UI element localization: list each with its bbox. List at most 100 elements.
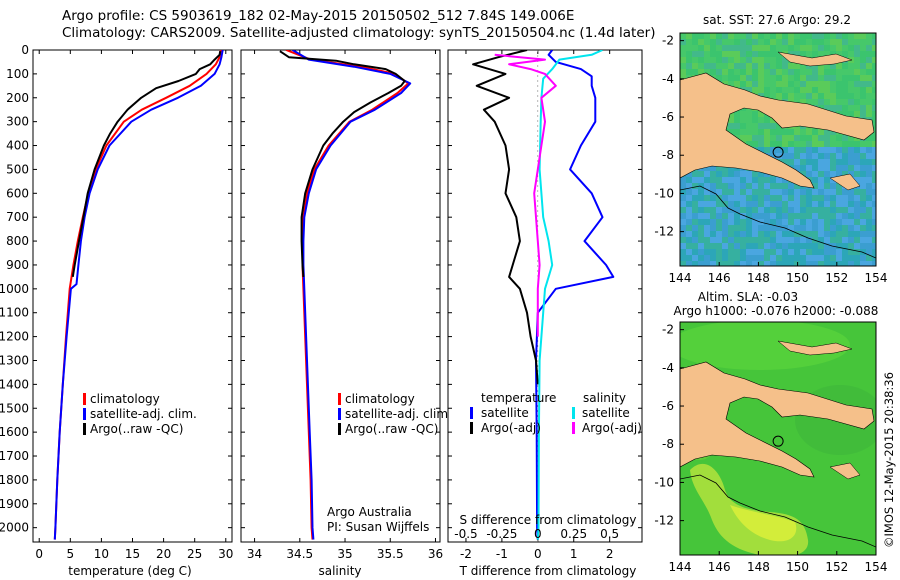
legend-swatch-climatology [338,393,341,405]
legend-label-climatology: climatology [345,392,415,406]
sla-map-title-1: Altim. SLA: -0.03 [698,290,798,304]
depth-tick-label: 1000 [0,282,29,296]
legend-swatch-s-satellite [572,407,575,419]
x-tick-label: 0 [35,547,43,561]
depth-tick-label: 1600 [0,425,29,439]
lat-tick-label: -2 [662,323,674,337]
legend-swatch-argo [83,423,86,435]
legend-swatch-argo [338,423,341,435]
series-line-temperature-argo-adj [472,50,539,385]
salinity-x-ticks: 34 34.5 35 35.5 36 [247,50,443,561]
lon-tick-label: 146 [708,560,731,574]
lat-tick-label: -8 [662,148,674,162]
legend-swatch-satellite [338,408,341,420]
depth-tick-label: 400 [6,139,29,153]
temperature-legend: climatology satellite-adj. clim. Argo(..… [83,392,197,436]
depth-tick-label: 1400 [0,377,29,391]
salinity-profiles [279,50,412,540]
x-tick-label: 2 [606,547,614,561]
header-line-1: Argo profile: CS 5903619_182 02-May-2015… [62,8,575,24]
lon-tick-label: 154 [865,560,888,574]
depth-tick-label: 1900 [0,497,29,511]
series-line-salinity-argo-adj [494,53,557,337]
imos-stamp: ©IMOS 12-May-2015 20:38:36 [882,372,896,548]
legend-label-climatology: climatology [90,392,160,406]
x-tick-label: 36 [428,547,443,561]
depth-tick-labels: 0 100 200 300 400 500 600 700 800 900 1000 1100 1200… [0,43,232,535]
salinity-panel: 34 34.5 35 35.5 36 salinity climatology sate… [240,49,452,578]
float-marker [772,146,784,158]
legend-label-s-satellite: satellite [582,406,630,420]
lon-tick-label: 152 [825,560,848,574]
land [680,340,876,555]
legend-label-satellite: satellite-adj. clim. [90,407,197,421]
difference-panel: -2 -1 0 1 2 S difference from climatology -0… [447,49,643,578]
legend-swatch-t-argo [470,422,473,434]
depth-tick-label: 500 [6,162,29,176]
depth-tick-label: 1800 [0,473,29,487]
x-tick-label: 25 [187,547,202,561]
sst-map-title: sat. SST: 27.6 Argo: 29.2 [703,13,851,27]
lat-tick-label: -4 [662,361,674,375]
depth-tick-label: 300 [6,115,29,129]
sst-map-frame [679,32,877,267]
x-tick-label: 0 [534,547,542,561]
sla-map-title-2: Argo h1000: -0.076 h2000: -0.088 [674,304,879,318]
x-tick-label: 35 [337,547,352,561]
s-difference-tick-label: 0.25 [560,527,587,541]
depth-tick-label: 1100 [0,306,29,320]
x-tick-label: 10 [94,547,109,561]
depth-tick-label: 1500 [0,401,29,415]
depth-tick-label: 1700 [0,449,29,463]
lon-tick-label: 152 [825,271,848,285]
temperature-profiles [53,50,224,540]
series-line-satellite-adj-clim [53,50,224,540]
temperature-x-ticks: 0 5 10 15 20 25 30 [35,50,233,561]
lat-tick-label: -10 [654,475,674,489]
legend-salinity-title: salinity [583,391,626,405]
legend-swatch-s-argo [572,422,575,434]
x-tick-label: 35.5 [377,547,404,561]
depth-tick-label: 800 [6,234,29,248]
legend-temperature-title: temperature [481,391,556,405]
credit-line-2: PI: Susan Wijffels [327,520,429,534]
float-marker [772,435,784,447]
lat-tick-label: -2 [662,34,674,48]
sla-map-frame [679,321,877,556]
legend-swatch-t-satellite [470,407,473,419]
lon-tick-label: 154 [865,271,888,285]
sla-map: Altim. SLA: -0.03 Argo h1000: -0.076 h20… [654,290,887,574]
salinity-y-ticks [241,49,440,529]
sst-map-ticks: 144 146 148 150 152 154 -2 -4 -6 -8 -10 -12 [654,34,887,285]
difference-legend: temperature salinity satellite Argo(-adj… [470,391,642,435]
temperature-axes-box [32,49,233,543]
s-difference-tick-label: 0 [534,527,542,541]
lon-tick-label: 148 [747,560,770,574]
s-difference-tick-label: 0.5 [600,527,619,541]
series-line-argo-raw-qc [71,51,222,278]
legend-label-argo: Argo(..raw -QC) [90,422,183,436]
x-tick-label: 20 [156,547,171,561]
depth-tick-label: 600 [6,186,29,200]
salinity-legend: climatology satellite-adj. clim. Argo(..… [338,392,452,436]
t-difference-xlabel: T difference from climatology [459,564,637,578]
lon-tick-label: 148 [747,271,770,285]
lat-tick-label: -6 [662,399,674,413]
lat-tick-label: -4 [662,72,674,86]
x-tick-label: 30 [218,547,233,561]
depth-tick-label: 200 [6,91,29,105]
lat-tick-label: -12 [654,225,674,239]
legend-label-satellite: satellite-adj. clim. [345,407,452,421]
x-tick-label: 34 [247,547,262,561]
depth-tick-label: 0 [21,43,29,57]
series-line-argo-raw-qc [279,50,406,277]
legend-label-t-satellite: satellite [481,406,529,420]
difference-profiles [472,50,615,542]
difference-y-ticks [448,49,642,529]
land [680,51,876,266]
depth-tick-label: 700 [6,210,29,224]
s-difference-ticks: -0.5 -0.25 0 0.25 0.5 [454,527,619,541]
lon-tick-label: 150 [786,271,809,285]
s-difference-tick-label: -0.5 [454,527,477,541]
series-line-satellite-adj-clim [292,50,412,540]
